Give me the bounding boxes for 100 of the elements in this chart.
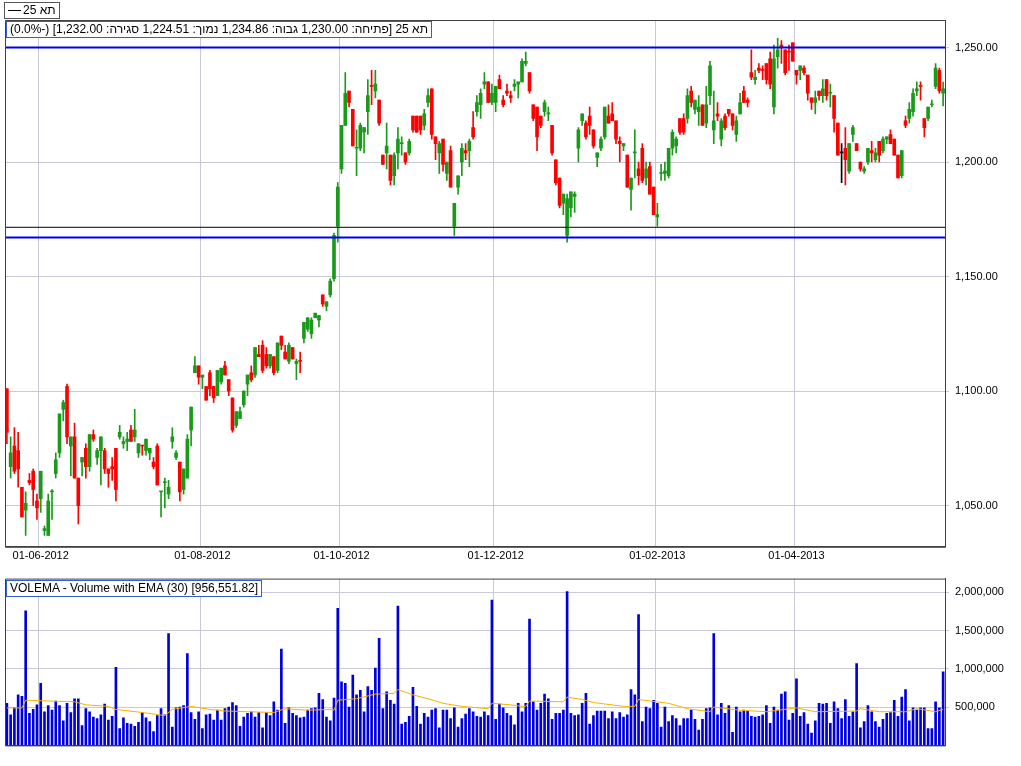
x-tick-label: 01-04-2013 <box>768 549 825 562</box>
candlestick <box>298 351 302 374</box>
bar <box>558 712 561 746</box>
bar <box>46 705 50 746</box>
y-tick-label: 1,500,000 <box>955 623 1004 636</box>
bar <box>280 648 283 746</box>
bar <box>595 710 599 746</box>
bar <box>264 712 268 746</box>
bar <box>783 691 787 746</box>
bar <box>430 709 434 746</box>
candlestick <box>659 163 663 181</box>
candlestick <box>162 477 167 509</box>
bar <box>73 698 76 746</box>
y-tick-label: 1,250.00 <box>955 40 998 53</box>
bar <box>452 707 456 746</box>
bar <box>186 653 189 746</box>
x-tick-label: 01-08-2012 <box>174 549 231 562</box>
candlestick <box>170 427 175 449</box>
candlestick <box>753 70 757 85</box>
bar <box>509 715 513 746</box>
bar <box>892 699 896 746</box>
bar <box>546 698 550 746</box>
y-tick-label: 1,050.00 <box>955 498 998 511</box>
bar <box>76 698 80 746</box>
bar <box>734 706 738 746</box>
bar <box>682 718 686 746</box>
x-tick-label: 01-10-2012 <box>313 549 370 562</box>
bar <box>915 709 919 746</box>
bar <box>246 712 249 746</box>
bar <box>543 693 546 746</box>
bar <box>227 706 231 746</box>
bar <box>795 678 798 746</box>
bar <box>592 715 595 746</box>
y-tick-label: 1,200.00 <box>955 155 998 168</box>
y-tick-label: 500,000 <box>955 700 995 713</box>
chart-title: תא 25 [פתיחה: 1,230.00 גבוה: 1,234.86 נמוך: 1,224.51 סגירה: 1,232.00] (-0.0%) <box>6 21 432 38</box>
bar <box>618 712 622 746</box>
x-tick-label: 01-02-2013 <box>629 549 686 562</box>
bar <box>780 693 783 746</box>
bar <box>603 710 607 746</box>
bar <box>385 691 388 746</box>
bar <box>919 707 922 746</box>
bar <box>140 712 144 746</box>
bar <box>904 689 907 746</box>
bar <box>242 716 246 746</box>
bar <box>231 702 234 746</box>
candlestick <box>23 491 28 536</box>
bar <box>501 707 505 746</box>
bar <box>498 703 501 746</box>
bar <box>54 700 58 746</box>
bar <box>358 689 362 746</box>
bar <box>855 663 858 746</box>
bar <box>671 715 674 746</box>
bar <box>825 702 828 746</box>
bar <box>637 614 640 746</box>
bar <box>148 721 152 746</box>
bar <box>844 699 847 746</box>
bar <box>712 633 716 746</box>
bar <box>24 610 28 746</box>
bar <box>468 708 471 746</box>
y-tick-label: 1,150.00 <box>955 269 998 282</box>
bar <box>483 711 486 746</box>
bar <box>445 709 449 746</box>
bar <box>103 703 106 746</box>
x-tick-label: 01-06-2012 <box>12 549 69 562</box>
candlestick <box>828 83 833 108</box>
bar <box>434 708 437 746</box>
bar <box>343 683 347 746</box>
bar <box>622 716 625 746</box>
bar <box>922 707 926 746</box>
chart-title: VOLEMA - Volume with EMA (30) [956,551.82] <box>6 579 263 597</box>
bar <box>257 712 261 746</box>
bar <box>291 712 294 746</box>
bar <box>719 702 723 746</box>
bar <box>295 715 298 746</box>
candlestick <box>125 431 130 451</box>
bar <box>133 725 137 746</box>
bar <box>336 608 340 746</box>
candlestick <box>399 136 404 156</box>
y-tick-label: 1,100.00 <box>955 384 998 397</box>
bar <box>656 702 659 746</box>
bar <box>351 674 355 746</box>
bar <box>249 711 253 746</box>
bar <box>197 711 200 746</box>
x-tick-label: 01-12-2012 <box>467 549 524 562</box>
bar <box>727 705 731 746</box>
bar <box>167 633 170 746</box>
bar <box>39 683 43 746</box>
bar <box>234 705 238 746</box>
bar <box>573 715 576 746</box>
bar <box>704 708 708 746</box>
bar <box>746 710 749 746</box>
bar <box>306 709 310 746</box>
bar <box>122 717 125 746</box>
bar <box>765 705 768 746</box>
bar <box>516 702 520 746</box>
text: תא 25 <box>23 3 56 18</box>
bar <box>610 711 614 746</box>
candlestick <box>941 81 945 107</box>
bar <box>528 618 531 746</box>
